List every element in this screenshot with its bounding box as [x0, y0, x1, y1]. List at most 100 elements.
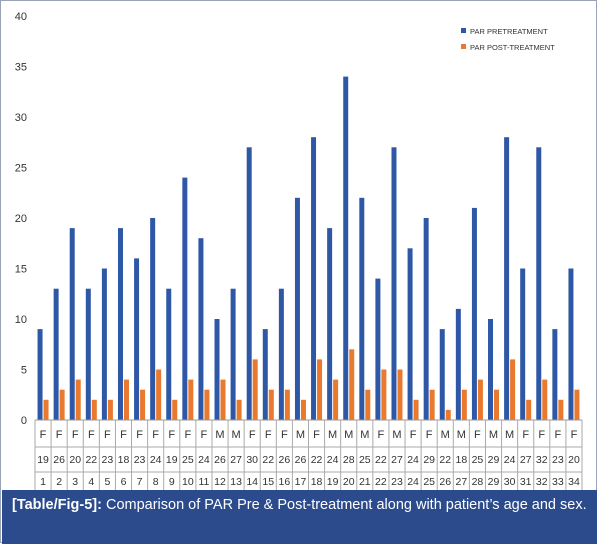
- sex-label: F: [313, 429, 320, 441]
- legend-label: PAR PRETREATMENT: [470, 27, 548, 36]
- age-label: 22: [311, 454, 323, 466]
- bar-pretreatment: [343, 76, 349, 420]
- bar-pretreatment: [214, 319, 220, 420]
- caption-tag: [Table/Fig-5]:: [12, 497, 102, 513]
- bar-post-treatment: [542, 379, 548, 420]
- bar-pretreatment: [117, 228, 123, 420]
- legend-swatch: [461, 28, 466, 33]
- bar-post-treatment: [204, 389, 210, 420]
- sex-label: F: [56, 429, 63, 441]
- sex-label: M: [489, 429, 498, 441]
- bar-pretreatment: [471, 207, 477, 420]
- age-label: 26: [279, 454, 291, 466]
- x-tick-label: 16: [279, 476, 291, 488]
- bar-pretreatment: [536, 147, 542, 421]
- sex-label: M: [392, 429, 401, 441]
- bar-pretreatment: [101, 268, 107, 420]
- x-tick-label: 6: [121, 476, 127, 488]
- bar-post-treatment: [381, 369, 387, 420]
- bar-post-treatment: [91, 399, 97, 420]
- bar-post-treatment: [43, 399, 49, 420]
- age-label: 20: [69, 454, 81, 466]
- bar-post-treatment: [397, 369, 403, 420]
- sex-label: F: [265, 429, 272, 441]
- x-tick-label: 18: [311, 476, 323, 488]
- sex-label: F: [104, 429, 111, 441]
- x-tick-label: 3: [72, 476, 78, 488]
- bar-pretreatment: [439, 329, 445, 420]
- x-tick-label: 8: [153, 476, 159, 488]
- bar-chart: 0 5 10 15 20 25 30 35 40 F 19 1 F 26 2 F 20 3 F 22 4 F 23 5 F 18 6…: [15, 11, 583, 490]
- age-label: 18: [118, 454, 130, 466]
- age-label: 26: [214, 454, 226, 466]
- age-label: 24: [198, 454, 210, 466]
- bar-pretreatment: [69, 228, 75, 420]
- age-label: 27: [391, 454, 403, 466]
- age-label: 24: [504, 454, 516, 466]
- age-label: 22: [439, 454, 451, 466]
- age-label: 19: [37, 454, 49, 466]
- bar-pretreatment: [37, 329, 43, 420]
- sex-label: F: [168, 429, 175, 441]
- x-tick-label: 14: [246, 476, 258, 488]
- age-label: 25: [182, 454, 194, 466]
- age-label: 29: [488, 454, 500, 466]
- bar-pretreatment: [504, 137, 510, 420]
- x-tick-label: 26: [439, 476, 451, 488]
- bar-pretreatment: [53, 288, 59, 420]
- y-tick-label: 0: [21, 415, 27, 427]
- bar-post-treatment: [333, 379, 339, 420]
- bar-post-treatment: [558, 399, 564, 420]
- bar-post-treatment: [461, 389, 467, 420]
- bar-post-treatment: [123, 379, 129, 420]
- x-tick-label: 4: [88, 476, 94, 488]
- sex-label: F: [88, 429, 95, 441]
- bar-post-treatment: [574, 389, 580, 420]
- x-tick-label: 11: [198, 476, 209, 488]
- sex-label: F: [522, 429, 529, 441]
- bar-pretreatment: [85, 288, 91, 420]
- sex-label: F: [120, 429, 127, 441]
- x-tick-label: 15: [262, 476, 274, 488]
- age-label: 28: [343, 454, 355, 466]
- bar-post-treatment: [75, 379, 81, 420]
- age-label: 25: [472, 454, 484, 466]
- age-label: 26: [53, 454, 65, 466]
- legend-label: PAR POST-TREATMENT: [470, 43, 555, 52]
- bar-post-treatment: [220, 379, 226, 420]
- x-tick-label: 21: [359, 476, 371, 488]
- bar-post-treatment: [236, 399, 242, 420]
- y-tick-label: 5: [21, 365, 27, 377]
- age-label: 32: [536, 454, 548, 466]
- age-label: 19: [166, 454, 178, 466]
- age-label: 22: [85, 454, 97, 466]
- age-label: 27: [520, 454, 532, 466]
- sex-label: F: [72, 429, 79, 441]
- x-tick-label: 28: [472, 476, 484, 488]
- sex-label: F: [538, 429, 545, 441]
- x-tick-label: 33: [552, 476, 564, 488]
- x-tick-label: 12: [214, 476, 226, 488]
- bar-pretreatment: [230, 288, 236, 420]
- x-tick-label: 10: [182, 476, 194, 488]
- x-tick-label: 2: [56, 476, 62, 488]
- age-label: 27: [230, 454, 242, 466]
- sex-label: F: [201, 429, 208, 441]
- age-label: 20: [568, 454, 580, 466]
- age-label: 30: [246, 454, 258, 466]
- bar-post-treatment: [268, 389, 274, 420]
- x-tick-label: 24: [407, 476, 419, 488]
- x-tick-label: 9: [169, 476, 175, 488]
- sex-label: F: [281, 429, 288, 441]
- bar-post-treatment: [59, 389, 65, 420]
- age-label: 23: [102, 454, 114, 466]
- sex-label: F: [136, 429, 143, 441]
- bar-pretreatment: [407, 248, 413, 420]
- bar-pretreatment: [455, 308, 461, 420]
- bar-post-treatment: [445, 409, 451, 420]
- bar-post-treatment: [107, 399, 113, 420]
- sex-label: M: [505, 429, 514, 441]
- bar-pretreatment: [375, 278, 381, 420]
- age-label: 25: [359, 454, 371, 466]
- bar-post-treatment: [188, 379, 194, 420]
